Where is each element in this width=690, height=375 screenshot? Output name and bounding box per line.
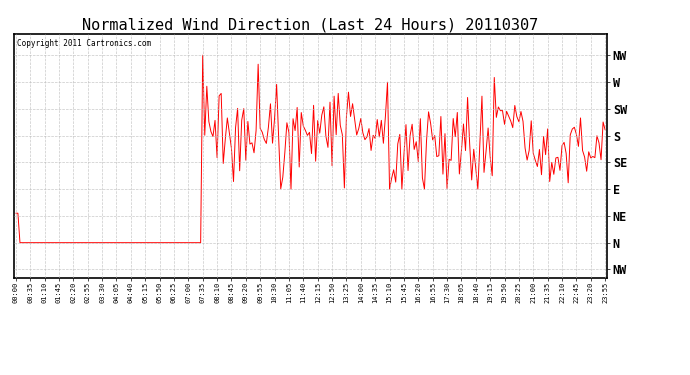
Text: Copyright 2011 Cartronics.com: Copyright 2011 Cartronics.com	[17, 39, 151, 48]
Title: Normalized Wind Direction (Last 24 Hours) 20110307: Normalized Wind Direction (Last 24 Hours…	[82, 18, 539, 33]
